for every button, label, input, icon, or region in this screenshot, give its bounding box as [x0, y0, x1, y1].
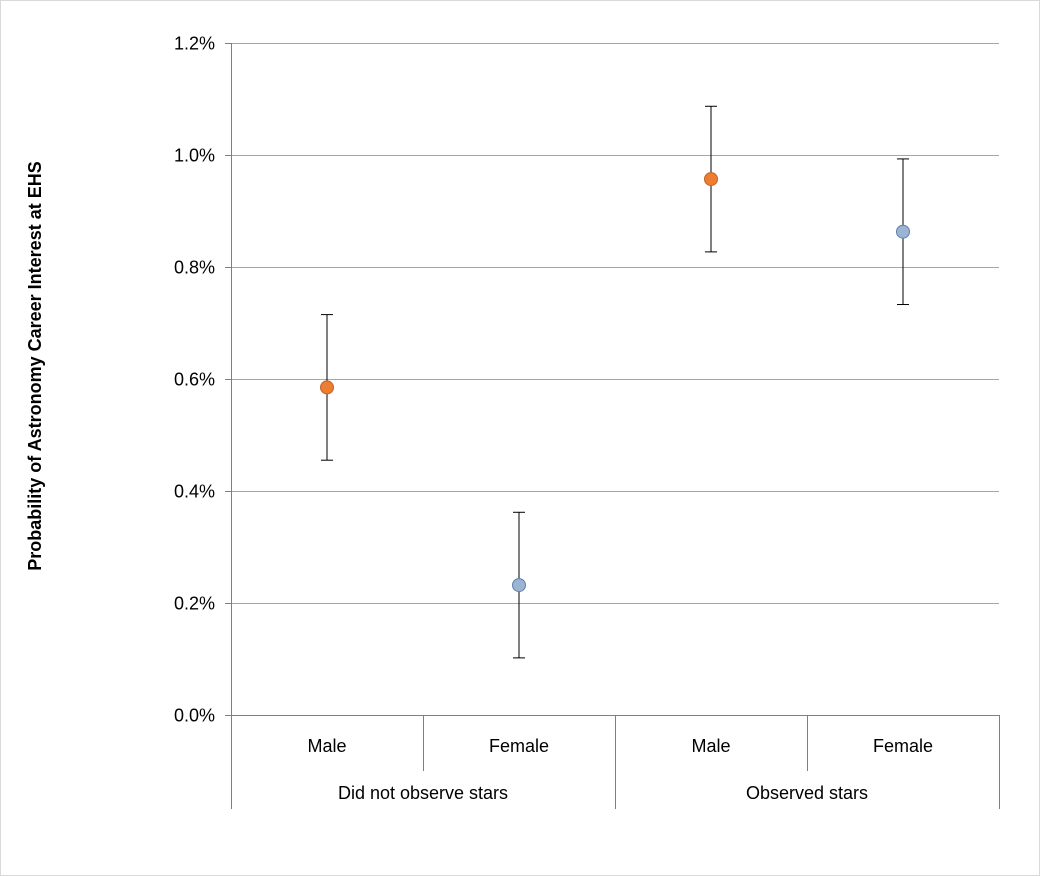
error-bars — [321, 105, 909, 659]
y-tick-label: 0.6% — [174, 370, 215, 390]
y-tick-label: 1.0% — [174, 146, 215, 166]
data-point — [320, 380, 334, 395]
y-tick-label: 0.0% — [174, 706, 215, 726]
x-category-label: Female — [489, 736, 549, 756]
x-category-label: Male — [307, 736, 346, 756]
data-point — [512, 578, 526, 593]
x-category-label: Female — [873, 736, 933, 756]
data-point — [896, 224, 910, 239]
y-tick-label: 0.8% — [174, 258, 215, 278]
x-category-labels: Male Female Did not observe stars Male Femal… — [307, 736, 933, 803]
x-group-label: Did not observe stars — [338, 783, 508, 803]
axes — [225, 43, 1000, 809]
y-tick-label: 0.2% — [174, 594, 215, 614]
data-point — [704, 172, 718, 187]
y-tick-label: 0.4% — [174, 482, 215, 502]
data-points — [320, 172, 910, 593]
gridlines — [231, 43, 999, 604]
x-category-label: Male — [691, 736, 730, 756]
y-axis-title: Probability of Astronomy Career Interest… — [25, 161, 45, 570]
y-tick-labels: 0.0% 0.2% 0.4% 0.6% 0.8% 1.0% 1.2% — [174, 34, 215, 726]
y-tick-label: 1.2% — [174, 34, 215, 54]
x-group-label: Observed stars — [746, 783, 868, 803]
